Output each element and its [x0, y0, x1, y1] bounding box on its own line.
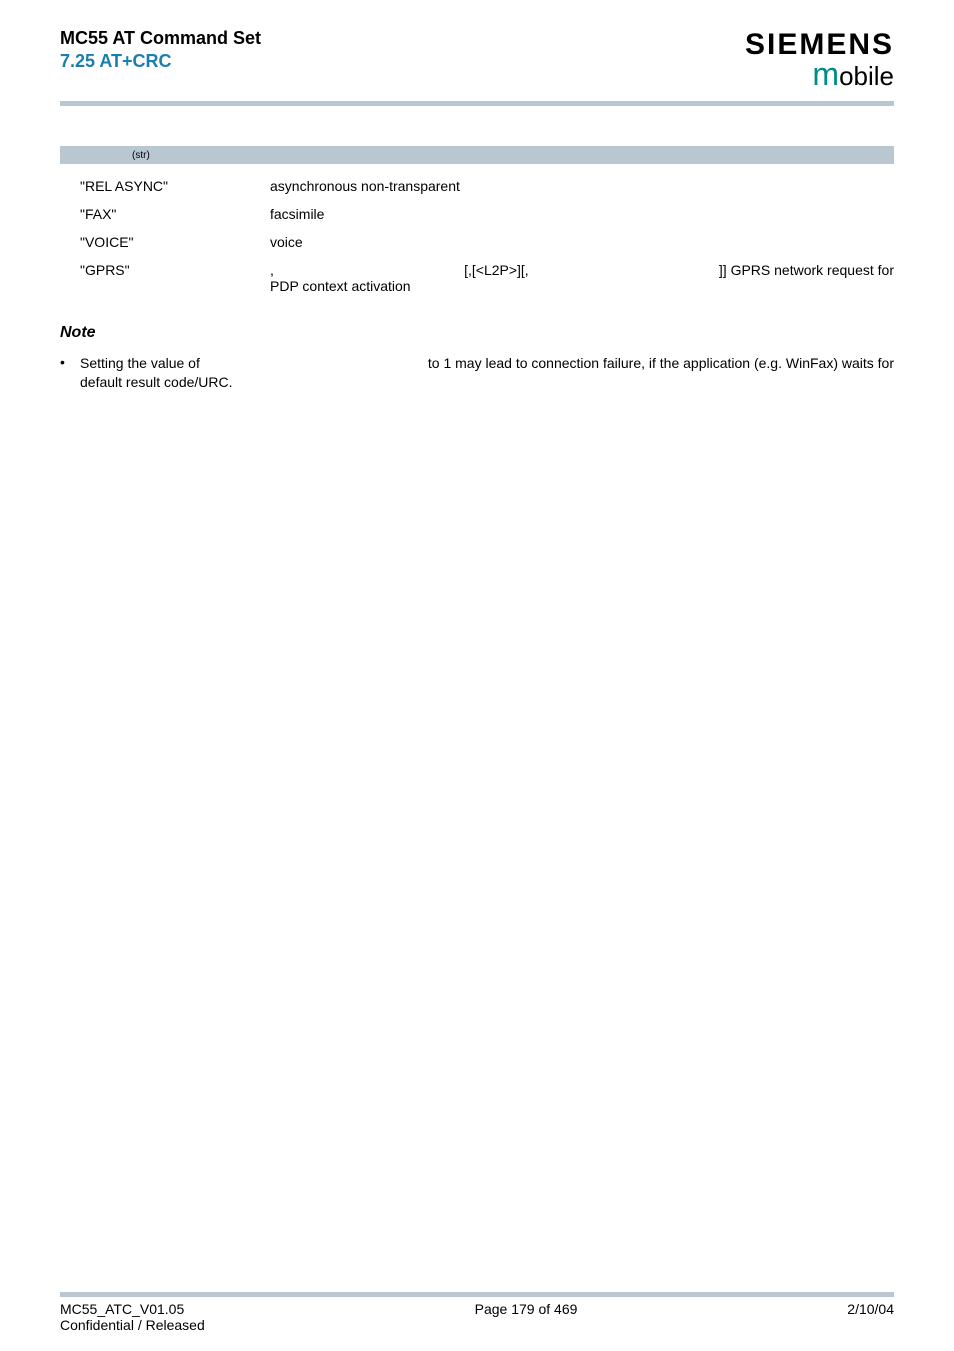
- note-item: • Setting the value of to 1 may lead to …: [60, 354, 894, 392]
- doc-subtitle: 7.25 AT+CRC: [60, 51, 261, 72]
- note-heading: Note: [60, 324, 894, 342]
- note-text: Setting the value of to 1 may lead to co…: [80, 354, 894, 392]
- footer-version: MC55_ATC_V01.05: [60, 1301, 205, 1317]
- table-row: "REL ASYNC" asynchronous non-transparent: [60, 172, 894, 200]
- gprs-seg1: ,: [270, 262, 274, 278]
- def-label: "GPRS": [60, 262, 270, 294]
- footer-classification: Confidential / Released: [60, 1317, 205, 1333]
- footer-divider: [60, 1292, 894, 1297]
- doc-title: MC55 AT Command Set: [60, 28, 261, 49]
- gprs-line2: PDP context activation: [270, 278, 894, 294]
- header-right: SIEMENS mobile: [745, 28, 894, 93]
- def-label: "FAX": [60, 206, 270, 222]
- gprs-line1: , [,[<L2P>][, ]] GPRS network request fo…: [270, 262, 894, 278]
- def-label: "VOICE": [60, 234, 270, 250]
- table-row: "FAX" facsimile: [60, 200, 894, 228]
- brand-sub-m: m: [812, 56, 839, 92]
- def-value: facsimile: [270, 206, 894, 222]
- table-row: "GPRS" , [,[<L2P>][, ]] GPRS network req…: [60, 256, 894, 300]
- footer-date: 2/10/04: [847, 1301, 894, 1333]
- param-bar: (str): [60, 146, 894, 164]
- header-left: MC55 AT Command Set 7.25 AT+CRC: [60, 28, 261, 72]
- def-value: asynchronous non-transparent: [270, 178, 894, 194]
- param-type-label: (str): [132, 150, 150, 161]
- definitions-table: "REL ASYNC" asynchronous non-transparent…: [60, 172, 894, 300]
- gprs-seg2: [,[<L2P>][,: [464, 262, 529, 278]
- def-value: voice: [270, 234, 894, 250]
- brand-sub-rest: obile: [839, 61, 894, 91]
- page-content: (str) "REL ASYNC" asynchronous non-trans…: [0, 106, 954, 392]
- note-line1b: to 1 may lead to connection failure, if …: [428, 354, 894, 373]
- note-line1a: Setting the value of: [80, 354, 200, 373]
- table-row: "VOICE" voice: [60, 228, 894, 256]
- def-label: "REL ASYNC": [60, 178, 270, 194]
- gprs-seg3: ]] GPRS network request for: [719, 262, 894, 278]
- page-footer: MC55_ATC_V01.05 Confidential / Released …: [60, 1301, 894, 1333]
- def-value-gprs: , [,[<L2P>][, ]] GPRS network request fo…: [270, 262, 894, 294]
- footer-left: MC55_ATC_V01.05 Confidential / Released: [60, 1301, 205, 1333]
- page-header: MC55 AT Command Set 7.25 AT+CRC SIEMENS …: [0, 0, 954, 101]
- bullet-icon: •: [60, 354, 80, 392]
- note-line2: default result code/URC.: [80, 373, 894, 392]
- footer-page-number: Page 179 of 469: [475, 1301, 578, 1333]
